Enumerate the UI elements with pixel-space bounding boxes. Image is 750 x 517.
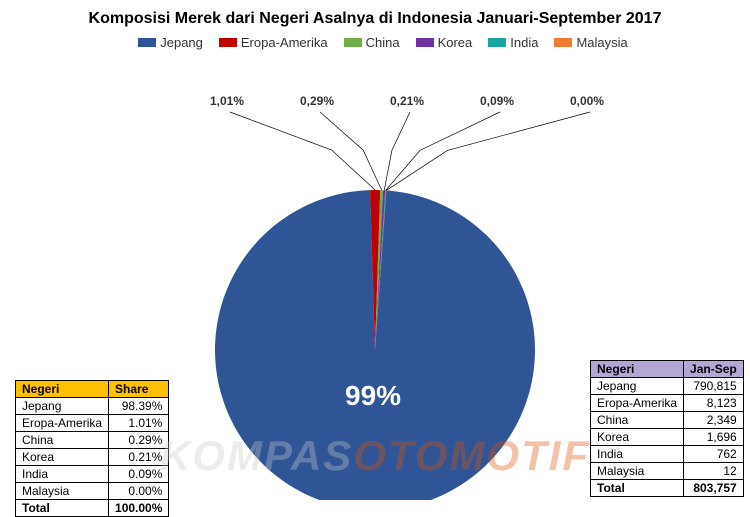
table-cell: 0.29% xyxy=(109,432,169,449)
table-cell: 0.21% xyxy=(109,449,169,466)
table-header: Share xyxy=(109,381,169,398)
table-row: India0.09% xyxy=(16,466,169,483)
table-cell: 8,123 xyxy=(684,395,744,412)
legend-label: India xyxy=(510,35,538,50)
table-row: Malaysia0.00% xyxy=(16,483,169,500)
legend: Jepang Eropa-Amerika China Korea India Malays… xyxy=(0,34,750,50)
legend-swatch xyxy=(554,38,572,47)
table-cell: Malaysia xyxy=(16,483,109,500)
share-table: NegeriShareJepang98.39%Eropa-Amerika1.01… xyxy=(15,380,169,517)
legend-swatch xyxy=(416,38,434,47)
callout-label: 0,29% xyxy=(300,94,334,108)
table-cell: Korea xyxy=(591,429,684,446)
table-cell: Total xyxy=(16,500,109,517)
table-cell: 0.00% xyxy=(109,483,169,500)
table-row: China0.29% xyxy=(16,432,169,449)
chart-area: 99% NegeriShareJepang98.39%Eropa-Amerika… xyxy=(0,60,750,500)
table-cell: 762 xyxy=(684,446,744,463)
table-cell: 1.01% xyxy=(109,415,169,432)
table-header: Jan-Sep xyxy=(684,361,744,378)
table-cell: 100.00% xyxy=(109,500,169,517)
legend-swatch xyxy=(219,38,237,47)
table-cell: Eropa-Amerika xyxy=(591,395,684,412)
table-row: Korea1,696 xyxy=(591,429,744,446)
table-cell: 12 xyxy=(684,463,744,480)
table-row: Eropa-Amerika1.01% xyxy=(16,415,169,432)
table-cell: Eropa-Amerika xyxy=(16,415,109,432)
leader-line xyxy=(320,112,382,190)
legend-label: Eropa-Amerika xyxy=(241,35,328,50)
legend-label: Jepang xyxy=(160,35,203,50)
table-header: Negeri xyxy=(16,381,109,398)
table-cell: 790,815 xyxy=(684,378,744,395)
table-row: Malaysia12 xyxy=(591,463,744,480)
table-cell: China xyxy=(16,432,109,449)
chart-title: Komposisi Merek dari Negeri Asalnya di I… xyxy=(0,0,750,28)
table-row: Total100.00% xyxy=(16,500,169,517)
pie-main-label: 99% xyxy=(345,380,401,412)
table-row: Total803,757 xyxy=(591,480,744,497)
table-cell: Malaysia xyxy=(591,463,684,480)
callout-label: 0,00% xyxy=(570,94,604,108)
table-cell: 803,757 xyxy=(684,480,744,497)
table-cell: Korea xyxy=(16,449,109,466)
table-row: China2,349 xyxy=(591,412,744,429)
legend-swatch xyxy=(138,38,156,47)
callout-label: 1,01% xyxy=(210,94,244,108)
table-cell: Total xyxy=(591,480,684,497)
table-header: Negeri xyxy=(591,361,684,378)
table-row: India762 xyxy=(591,446,744,463)
callout-label: 0,21% xyxy=(390,94,424,108)
table-row: Korea0.21% xyxy=(16,449,169,466)
legend-label: Malaysia xyxy=(576,35,627,50)
legend-swatch xyxy=(344,38,362,47)
callout-label: 0,09% xyxy=(480,94,514,108)
table-cell: Jepang xyxy=(591,378,684,395)
legend-label: Korea xyxy=(438,35,473,50)
leader-line xyxy=(386,112,590,190)
legend-label: China xyxy=(366,35,400,50)
table-row: Jepang98.39% xyxy=(16,398,169,415)
table-cell: 1,696 xyxy=(684,429,744,446)
leader-line xyxy=(230,112,375,190)
table-cell: 0.09% xyxy=(109,466,169,483)
table-cell: 2,349 xyxy=(684,412,744,429)
leader-line xyxy=(386,112,500,190)
table-cell: India xyxy=(16,466,109,483)
table-cell: India xyxy=(591,446,684,463)
table-cell: 98.39% xyxy=(109,398,169,415)
table-row: Eropa-Amerika8,123 xyxy=(591,395,744,412)
count-table: NegeriJan-SepJepang790,815Eropa-Amerika8… xyxy=(590,360,744,497)
leader-line xyxy=(384,112,410,190)
table-row: Jepang790,815 xyxy=(591,378,744,395)
table-cell: Jepang xyxy=(16,398,109,415)
table-cell: China xyxy=(591,412,684,429)
legend-swatch xyxy=(488,38,506,47)
